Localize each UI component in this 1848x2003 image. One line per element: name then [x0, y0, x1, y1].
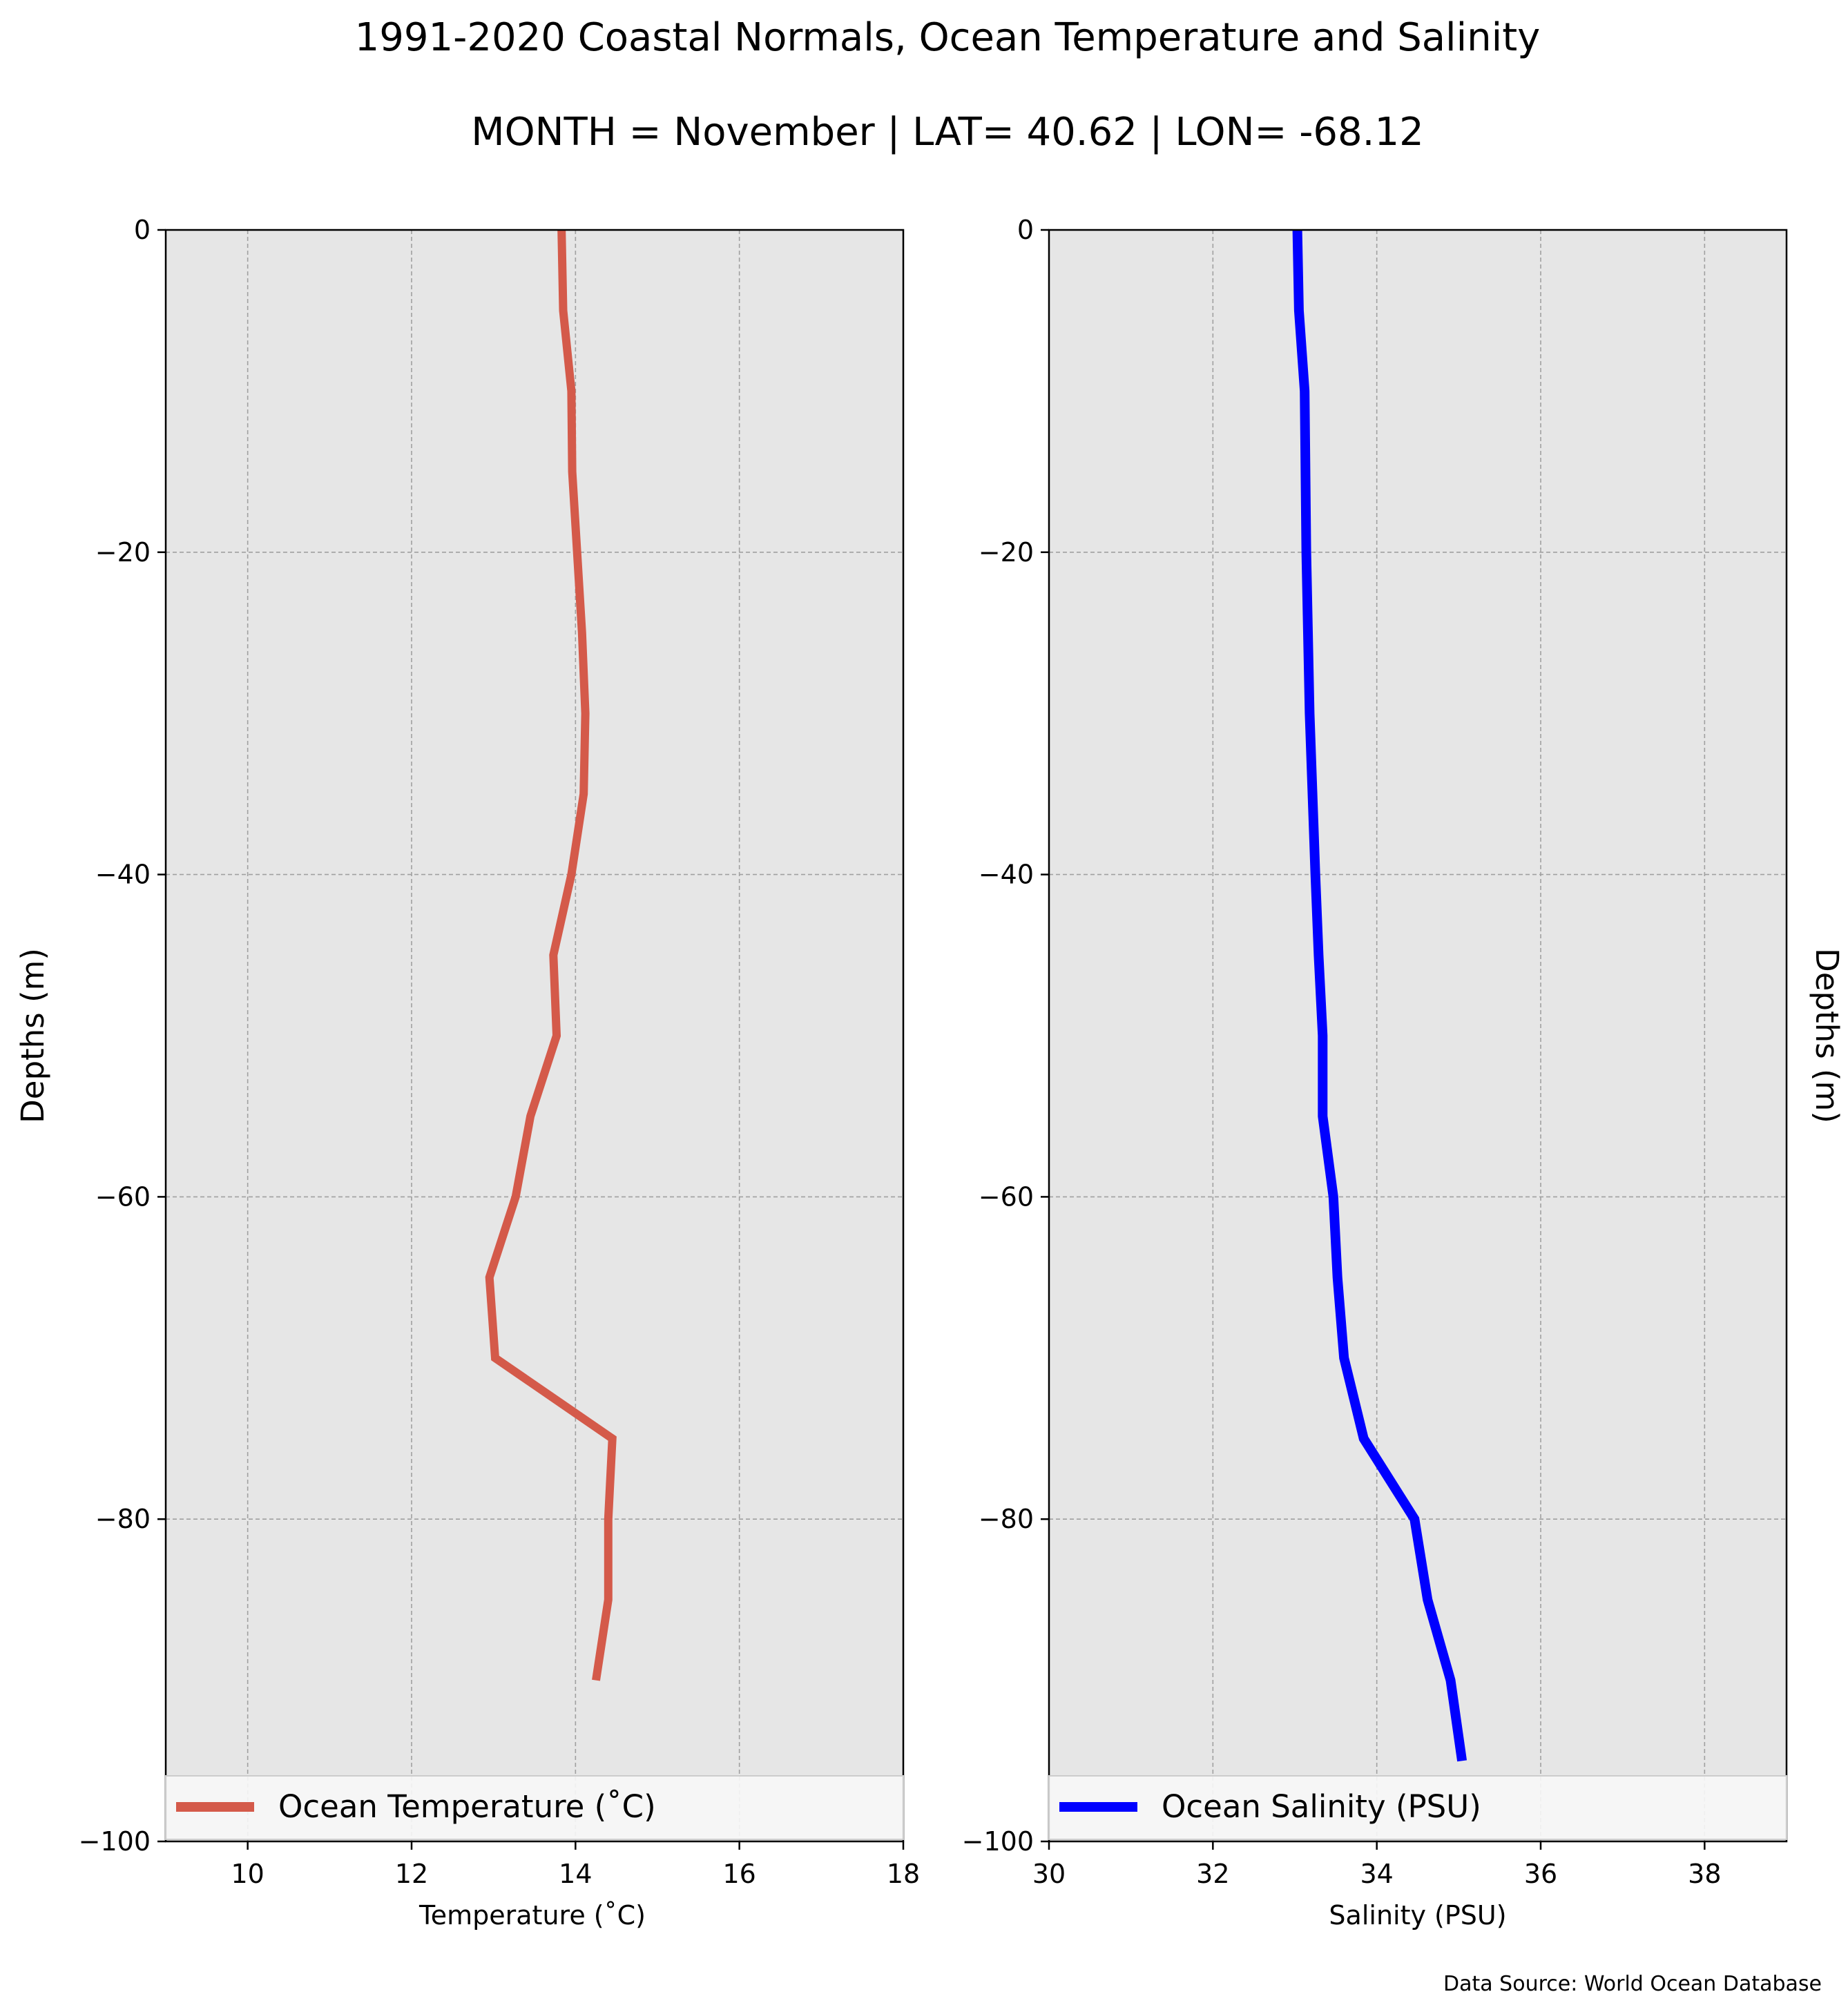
salinity-panel: 30 32 34 36 38 0 −20 −40 −60 −80 −100 Ocean Salini… [962, 215, 1845, 1931]
temperature-y-axis-label: Depths (m) [15, 948, 51, 1123]
temperature-y-tick-label: −20 [95, 537, 151, 568]
salinity-plot-area [1049, 230, 1787, 1841]
salinity-y-tick-label: 0 [1017, 215, 1034, 245]
salinity-gridlines [1049, 230, 1787, 1841]
figure-title: 1991-2020 Coastal Normals, Ocean Tempera… [355, 15, 1541, 60]
temperature-x-axis-label: Temperature (˚C) [418, 1900, 646, 1931]
temperature-profile-line [485, 229, 617, 1681]
salinity-y-tick-label: −80 [979, 1504, 1034, 1534]
salinity-x-tick-label: 36 [1524, 1859, 1557, 1889]
salinity-x-axis-label: Salinity (PSU) [1329, 1900, 1506, 1931]
temperature-legend-label: Ocean Temperature (˚C) [278, 1788, 656, 1825]
temperature-x-tick-label: 18 [887, 1859, 920, 1889]
salinity-y-tick-label: −20 [979, 537, 1034, 568]
temperature-x-tick-label: 12 [395, 1859, 428, 1889]
salinity-profile-line [1292, 229, 1467, 1762]
temperature-plot-frame [164, 229, 905, 1843]
temperature-plot-area [166, 230, 903, 1841]
temperature-legend-box [165, 1775, 904, 1840]
temperature-x-tick-label: 16 [722, 1859, 755, 1889]
temperature-y-tick-label: −60 [95, 1181, 151, 1212]
salinity-axis-ticks: 30 32 34 36 38 0 −20 −40 −60 −80 −100 [962, 215, 1722, 1889]
temperature-legend: Ocean Temperature (˚C) [165, 1775, 904, 1840]
temperature-y-tick-label: −80 [95, 1504, 151, 1534]
temperature-y-tick-label: 0 [134, 215, 151, 245]
salinity-x-tick-label: 30 [1032, 1859, 1066, 1889]
temperature-y-tick-label: −40 [95, 860, 151, 890]
salinity-x-tick-label: 38 [1688, 1859, 1721, 1889]
temperature-panel: 10 12 14 16 18 0 −20 −40 −60 −80 −100 Ocean Temper… [15, 215, 920, 1931]
salinity-plot-frame [1048, 229, 1788, 1843]
salinity-y-tick-label: −40 [979, 860, 1034, 890]
data-source-note: Data Source: World Ocean Database [1443, 1972, 1822, 1996]
temperature-y-tick-label: −100 [79, 1826, 151, 1857]
salinity-legend-label: Ocean Salinity (PSU) [1162, 1788, 1481, 1825]
salinity-y-axis-label: Depths (m) [1809, 948, 1845, 1123]
salinity-legend: Ocean Salinity (PSU) [1048, 1775, 1787, 1840]
salinity-y-tick-label: −100 [962, 1826, 1034, 1857]
salinity-y-tick-label: −60 [979, 1181, 1034, 1212]
salinity-x-tick-label: 34 [1360, 1859, 1393, 1889]
temperature-x-tick-label: 10 [231, 1859, 264, 1889]
temperature-x-tick-label: 14 [559, 1859, 592, 1889]
temperature-axis-ticks: 10 12 14 16 18 0 −20 −40 −60 −80 −100 [79, 215, 921, 1889]
figure-subtitle: MONTH = November | LAT= 40.62 | LON= -68… [471, 110, 1424, 155]
salinity-legend-box [1048, 1775, 1787, 1840]
salinity-x-tick-label: 32 [1196, 1859, 1229, 1889]
temperature-gridlines [166, 230, 903, 1841]
